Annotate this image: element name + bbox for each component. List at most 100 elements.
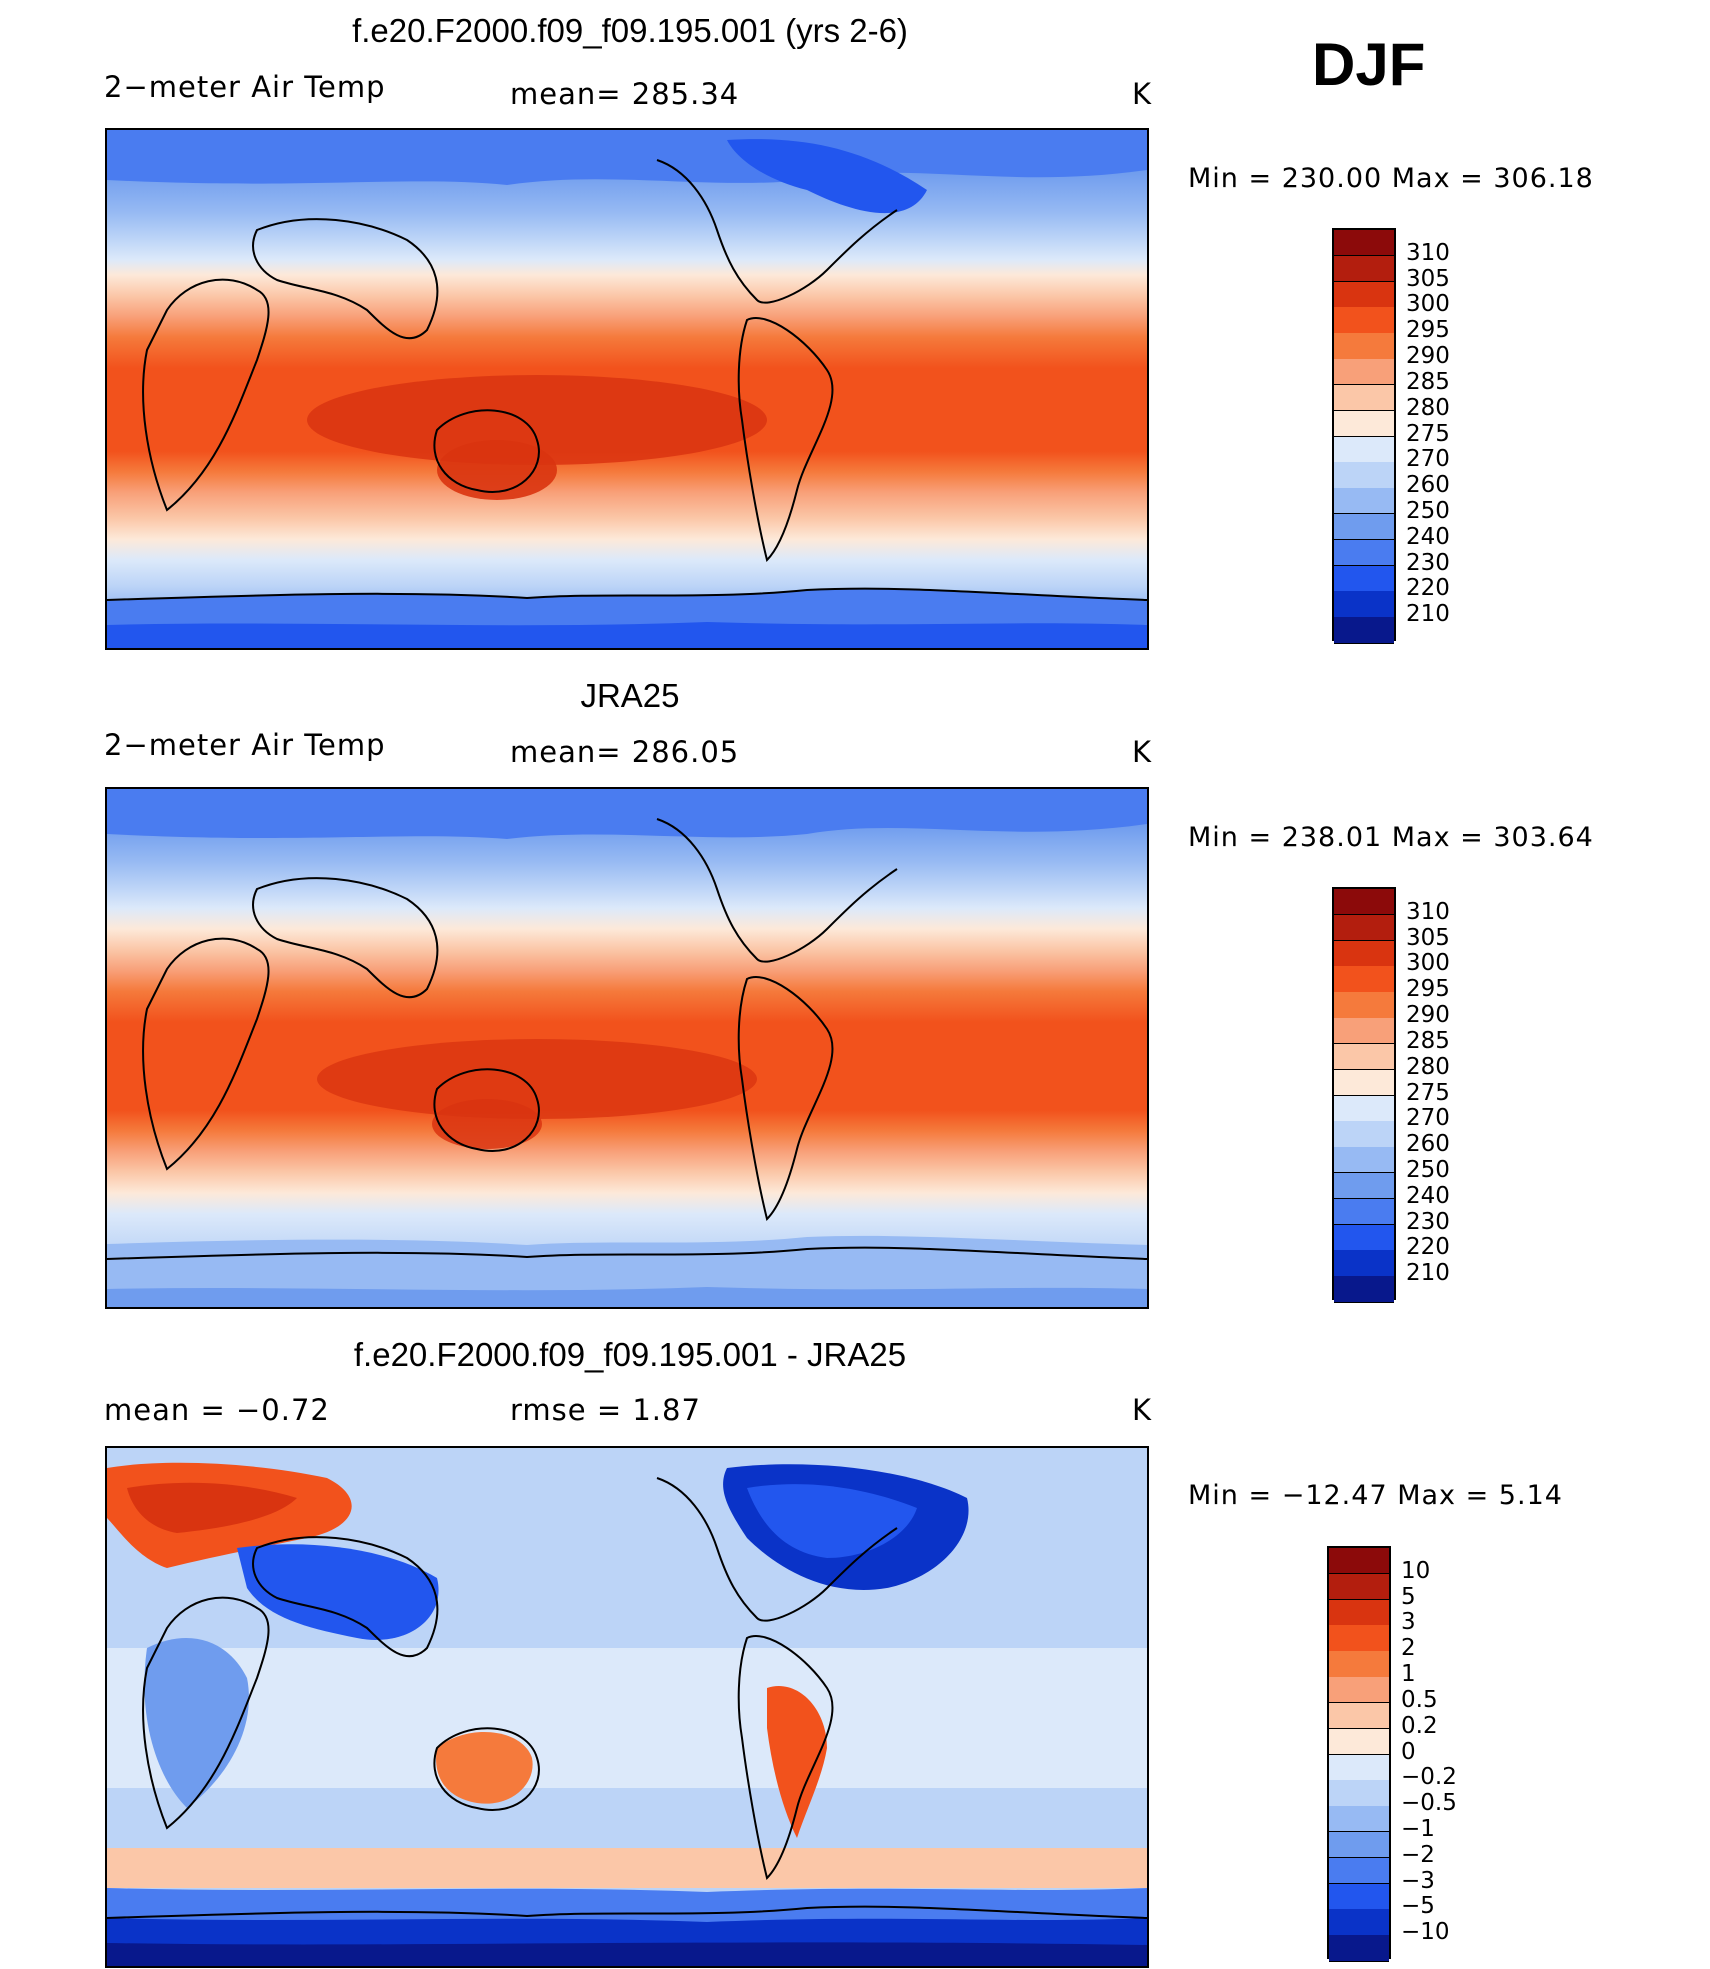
colorbar-swatch bbox=[1329, 1599, 1389, 1626]
colorbar-swatch bbox=[1329, 1728, 1389, 1755]
panel-1-mean-label: mean= 285.34 bbox=[510, 77, 740, 111]
colorbar-tick-label: 300 bbox=[1406, 950, 1450, 977]
colorbar-swatch bbox=[1329, 1651, 1389, 1678]
colorbar-tick-label: 280 bbox=[1406, 394, 1450, 421]
colorbar-swatch bbox=[1329, 1806, 1389, 1833]
colorbar-swatch bbox=[1334, 1172, 1394, 1200]
colorbar-swatch bbox=[1334, 359, 1394, 386]
colorbar-tick-label: 3 bbox=[1401, 1609, 1416, 1636]
colorbar-tick-label: 220 bbox=[1406, 1234, 1450, 1261]
panel-1-colorbar: 310 305 300 295 290 285 280 275 270 260 250 240 230 2… bbox=[1332, 228, 1450, 644]
colorbar-swatch bbox=[1329, 1677, 1389, 1704]
colorbar-swatch bbox=[1329, 1883, 1389, 1910]
colorbar-tick-label: −5 bbox=[1401, 1893, 1435, 1920]
panel-2-units-label: K bbox=[1132, 735, 1153, 769]
season-label: DJF bbox=[1312, 31, 1426, 98]
colorbar-swatch bbox=[1329, 1548, 1389, 1575]
panel-3-rmse-label: rmse = 1.87 bbox=[510, 1393, 701, 1427]
colorbar-swatch bbox=[1334, 307, 1394, 334]
colorbar-swatch bbox=[1334, 1198, 1394, 1226]
panel-3-colorbar: 10 5 3 2 1 0.5 0.2 0 −0.2 −0.5 −1 −2 −3 −5 −10 bbox=[1327, 1546, 1457, 1962]
colorbar-tick-label: −0.2 bbox=[1401, 1764, 1457, 1791]
colorbar-swatch bbox=[1329, 1909, 1389, 1936]
colorbar-tick-label: 210 bbox=[1406, 601, 1450, 628]
panel-1-title: f.e20.F2000.f09_f09.195.001 (yrs 2-6) bbox=[352, 12, 908, 49]
colorbar-swatch bbox=[1329, 1831, 1389, 1859]
difference-temperature-map bbox=[105, 1446, 1149, 1968]
panel-2-title: JRA25 bbox=[580, 677, 680, 714]
panel-1-units-label: K bbox=[1132, 77, 1153, 111]
colorbar-swatch bbox=[1334, 384, 1394, 412]
colorbar-tick-label: 270 bbox=[1406, 1105, 1450, 1132]
colorbar-tick-label: 305 bbox=[1406, 265, 1450, 292]
colorbar-swatch bbox=[1334, 992, 1394, 1019]
colorbar-swatch bbox=[1334, 914, 1394, 942]
colorbar-tick-label: 250 bbox=[1406, 497, 1450, 524]
colorbar-swatch bbox=[1334, 488, 1394, 515]
colorbar-tick-label: 1 bbox=[1401, 1661, 1416, 1688]
panel-2-colorbar: 310 305 300 295 290 285 280 275 270 260 250 240 230 2… bbox=[1332, 887, 1450, 1303]
colorbar-box bbox=[1327, 1546, 1391, 1962]
colorbar-swatch bbox=[1329, 1573, 1389, 1601]
reanalysis-temperature-map bbox=[105, 787, 1149, 1309]
colorbar-swatch bbox=[1334, 333, 1394, 360]
colorbar-swatch bbox=[1334, 436, 1394, 463]
colorbar-tick-label: 240 bbox=[1406, 1182, 1450, 1209]
colorbar-tick-label: 310 bbox=[1406, 239, 1450, 266]
colorbar-swatch bbox=[1334, 281, 1394, 308]
colorbar-swatch bbox=[1334, 410, 1394, 437]
colorbar-swatch bbox=[1334, 966, 1394, 993]
colorbar-tick-label: −0.5 bbox=[1401, 1790, 1457, 1817]
colorbar-swatch bbox=[1334, 565, 1394, 592]
colorbar-tick-label: 220 bbox=[1406, 575, 1450, 602]
colorbar-tick-label: 305 bbox=[1406, 924, 1450, 951]
colorbar-tick-label: 270 bbox=[1406, 446, 1450, 473]
colorbar-tick-label: 230 bbox=[1406, 1208, 1450, 1235]
colorbar-tick-label: −3 bbox=[1401, 1867, 1435, 1894]
colorbar-tick-label: 10 bbox=[1401, 1557, 1431, 1584]
colorbar-tick-label: 260 bbox=[1406, 1131, 1450, 1158]
colorbar-swatch bbox=[1334, 889, 1394, 916]
colorbar-tick-label: 210 bbox=[1406, 1260, 1450, 1287]
colorbar-tick-label: −1 bbox=[1401, 1815, 1435, 1842]
colorbar-swatch bbox=[1334, 1121, 1394, 1148]
colorbar-swatch bbox=[1334, 255, 1394, 283]
colorbar-tick-label: 295 bbox=[1406, 976, 1450, 1003]
panel-2-mean-label: mean= 286.05 bbox=[510, 735, 740, 769]
colorbar-swatch bbox=[1334, 513, 1394, 541]
panel-2-minmax: Min = 238.01 Max = 303.64 bbox=[1188, 822, 1594, 853]
colorbar-swatch bbox=[1334, 1250, 1394, 1277]
colorbar-tick-label: 295 bbox=[1406, 317, 1450, 344]
colorbar-box bbox=[1332, 887, 1396, 1303]
colorbar-tick-label: 0.2 bbox=[1401, 1712, 1438, 1739]
colorbar-tick-label: 5 bbox=[1401, 1583, 1416, 1610]
colorbar-swatch bbox=[1334, 1018, 1394, 1045]
colorbar-tick-label: 250 bbox=[1406, 1156, 1450, 1183]
colorbar-swatch bbox=[1334, 1095, 1394, 1122]
colorbar-tick-label: 300 bbox=[1406, 291, 1450, 318]
colorbar-tick-label: 285 bbox=[1406, 368, 1450, 395]
colorbar-tick-label: −10 bbox=[1401, 1919, 1450, 1946]
panel-2-variable-label: 2−meter Air Temp bbox=[104, 728, 386, 762]
colorbar-swatch bbox=[1334, 1224, 1394, 1251]
colorbar-tick-label: 0.5 bbox=[1401, 1686, 1438, 1713]
colorbar-swatch bbox=[1329, 1702, 1389, 1730]
colorbar-swatch bbox=[1334, 940, 1394, 967]
colorbar-tick-label: 0 bbox=[1401, 1738, 1416, 1765]
colorbar-tick-label: 280 bbox=[1406, 1053, 1450, 1080]
colorbar-swatch bbox=[1334, 539, 1394, 567]
panel-3-minmax: Min = −12.47 Max = 5.14 bbox=[1188, 1480, 1563, 1511]
colorbar-tick-label: 2 bbox=[1401, 1635, 1416, 1662]
colorbar-tick-label: 240 bbox=[1406, 523, 1450, 550]
colorbar-swatch bbox=[1329, 1857, 1389, 1885]
colorbar-swatch bbox=[1334, 1043, 1394, 1071]
colorbar-tick-label: 275 bbox=[1406, 420, 1450, 447]
colorbar-tick-label: 290 bbox=[1406, 1002, 1450, 1029]
colorbar-tick-label: 275 bbox=[1406, 1079, 1450, 1106]
colorbar-swatch bbox=[1334, 1276, 1394, 1303]
panel-3-title: f.e20.F2000.f09_f09.195.001 - JRA25 bbox=[353, 1336, 907, 1373]
colorbar-box bbox=[1332, 228, 1396, 644]
colorbar-swatch bbox=[1334, 230, 1394, 257]
colorbar-tick-label: 230 bbox=[1406, 549, 1450, 576]
colorbar-swatch bbox=[1329, 1780, 1389, 1807]
